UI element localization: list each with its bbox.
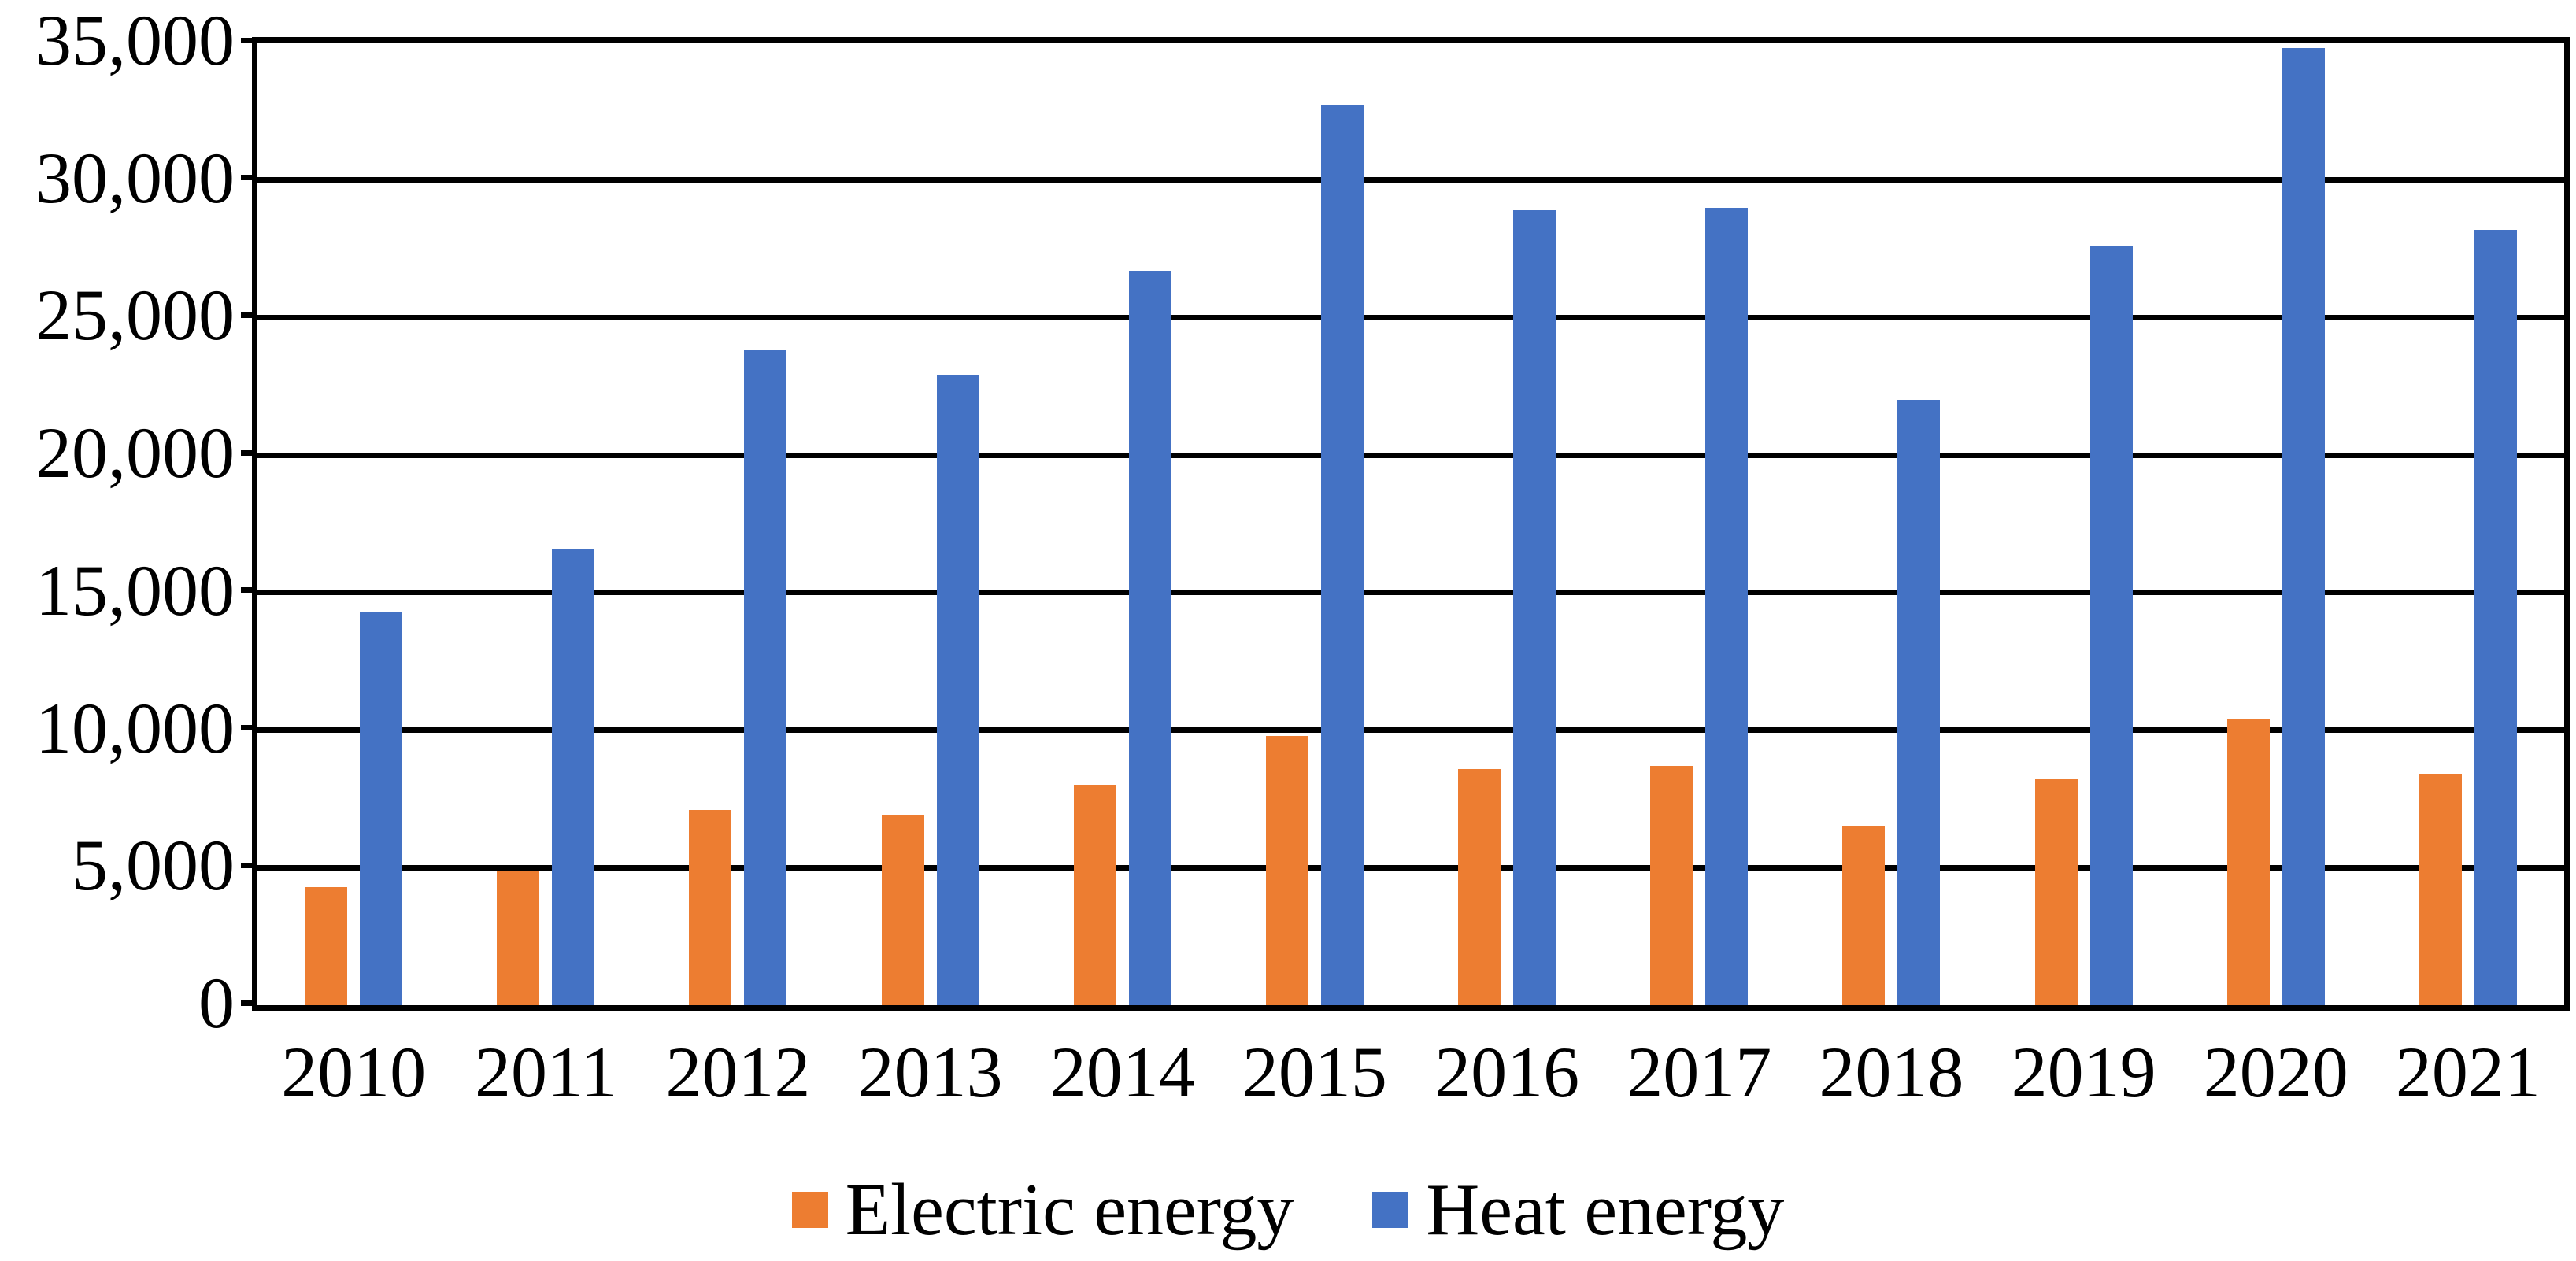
bar-heat-2020	[2282, 48, 2325, 1005]
x-axis-tick-label: 2011	[474, 1032, 617, 1112]
x-axis-tick-label: 2017	[1627, 1032, 1772, 1112]
bar-heat-2011	[552, 548, 595, 1005]
bar-electric-2021	[2419, 774, 2462, 1005]
gridline	[257, 314, 2564, 320]
bar-heat-2016	[1513, 210, 1556, 1005]
bar-heat-2017	[1705, 207, 1749, 1005]
x-axis-tick-label: 2012	[665, 1032, 811, 1112]
legend-item-heat: Heat energy	[1372, 1170, 1784, 1249]
x-axis-tick-label: 2020	[2203, 1032, 2348, 1112]
bar-electric-2015	[1265, 735, 1308, 1005]
y-axis-tick-label: 20,000	[35, 412, 235, 494]
bar-heat-2018	[1897, 400, 1941, 1005]
bar-heat-2019	[2089, 246, 2133, 1005]
bar-electric-2013	[881, 815, 924, 1005]
bar-heat-2010	[360, 612, 403, 1005]
bar-heat-2021	[2474, 229, 2517, 1005]
gridline	[257, 452, 2564, 458]
y-axis-tick-label: 25,000	[35, 275, 235, 356]
bar-electric-2010	[305, 886, 348, 1005]
y-axis-tick	[241, 725, 255, 731]
heat-energy-swatch-icon	[1372, 1192, 1409, 1228]
y-axis-tick	[241, 37, 255, 43]
bar-electric-2014	[1073, 785, 1116, 1005]
x-axis-tick-label: 2021	[2395, 1032, 2541, 1112]
y-axis-tick	[241, 175, 255, 181]
legend-item-electric: Electric energy	[791, 1169, 1294, 1251]
x-axis-tick-label: 2016	[1434, 1032, 1580, 1112]
y-axis-tick	[241, 449, 255, 456]
y-axis-tick-label: 10,000	[35, 687, 235, 768]
x-axis-tick-label: 2018	[1819, 1032, 1964, 1112]
legend: Electric energy Heat energy	[0, 1170, 2576, 1249]
bar-electric-2016	[1458, 768, 1501, 1005]
x-axis-tick-label: 2015	[1242, 1032, 1387, 1112]
y-axis-tick	[241, 862, 255, 868]
bar-electric-2017	[1650, 766, 1693, 1005]
y-axis-tick-label: 0	[198, 963, 235, 1043]
bar-electric-2012	[689, 809, 732, 1005]
x-axis-tick-label: 2019	[2011, 1032, 2156, 1112]
legend-label-electric: Electric energy	[845, 1169, 1294, 1251]
gridline	[257, 590, 2564, 596]
y-axis-tick-label: 30,000	[35, 137, 235, 218]
plot-area	[252, 37, 2570, 1011]
x-axis-tick-label: 2014	[1049, 1032, 1195, 1112]
bar-electric-2011	[497, 870, 540, 1005]
x-axis-tick-label: 2010	[281, 1032, 427, 1112]
legend-label-heat: Heat energy	[1426, 1169, 1785, 1251]
y-axis-tick	[241, 312, 255, 318]
bar-heat-2015	[1320, 105, 1364, 1005]
y-axis-tick	[241, 587, 255, 594]
y-axis-tick-label: 35,000	[35, 0, 235, 80]
y-axis-tick-label: 15,000	[35, 549, 235, 630]
bar-heat-2013	[936, 375, 979, 1005]
electric-energy-swatch-icon	[791, 1192, 828, 1228]
y-axis-tick	[241, 1000, 255, 1006]
bar-electric-2020	[2226, 719, 2270, 1005]
gridline	[257, 177, 2564, 183]
bar-heat-2012	[744, 350, 787, 1005]
bar-electric-2019	[2034, 779, 2078, 1005]
y-axis-tick-label: 5,000	[72, 825, 235, 906]
x-axis-tick-label: 2013	[857, 1032, 1003, 1112]
bar-electric-2018	[1842, 826, 1886, 1005]
gridline	[257, 864, 2564, 871]
bar-heat-2014	[1128, 271, 1171, 1005]
gridline	[257, 727, 2564, 734]
